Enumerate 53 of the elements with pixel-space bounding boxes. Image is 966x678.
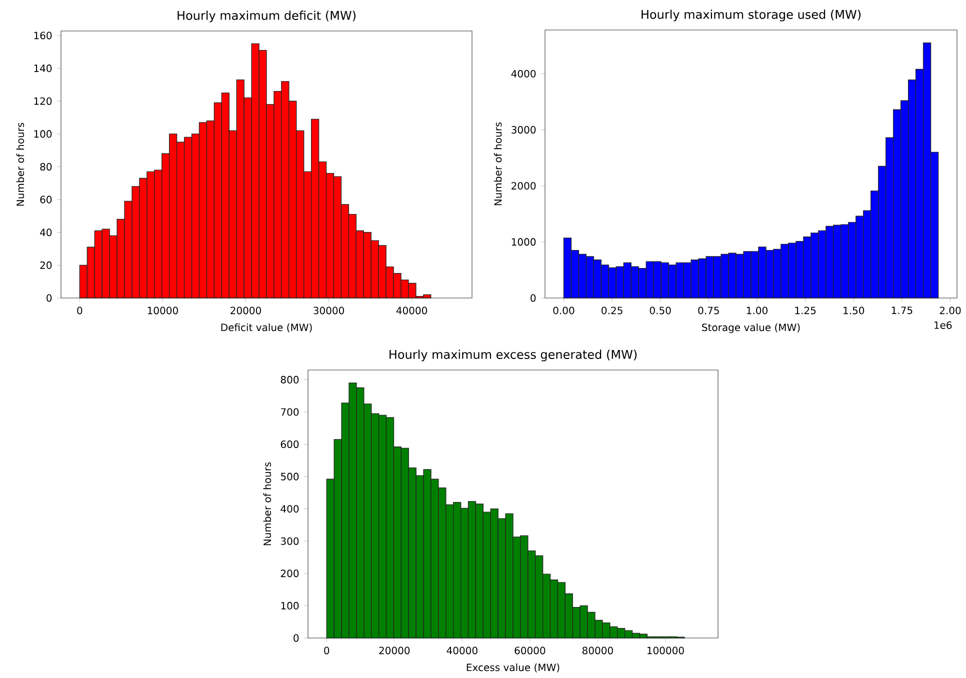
y-tick-label: 0	[46, 294, 52, 302]
y-tick-label: 60	[40, 196, 52, 204]
x-tick-label: 30000	[314, 306, 344, 314]
y-axis-title: Number of hours	[16, 122, 24, 206]
x-axis-title: Deficit value (MW)	[221, 323, 312, 332]
x-tick-label: 1.75	[892, 306, 912, 314]
x-tick-label: 1.00	[746, 306, 768, 314]
y-tick-label: 160	[34, 32, 52, 40]
chart-title: Hourly maximum deficit (MW)	[178, 10, 356, 22]
text: 1e6	[934, 321, 952, 329]
y-tick-label: 400	[280, 505, 299, 513]
y-axis-title: Number of hours	[494, 122, 502, 206]
x-axis-title: Excess value (MW)	[466, 663, 560, 672]
y-tick-label: 300	[280, 537, 299, 545]
x-tick-label: 1.50	[844, 306, 864, 314]
x-tick-label: 20000	[230, 306, 261, 314]
chart-title: Hourly maximum storage used (MW)	[642, 10, 861, 22]
y-tick-label: 40	[40, 228, 52, 236]
y-tick-label: 20	[40, 261, 52, 269]
y-tick-label: 0	[530, 294, 536, 302]
y-tick-label: 200	[280, 570, 299, 578]
y-tick-label: 100	[281, 602, 299, 610]
x-tick-label: 10000	[148, 306, 178, 314]
x-tick-label: 0	[77, 306, 82, 314]
x-tick-label: 0	[324, 646, 330, 654]
x-tick-label: 20000	[379, 646, 410, 654]
y-tick-label: 2000	[512, 182, 536, 190]
y-tick-label: 500	[280, 472, 299, 480]
y-tick-label: 0	[294, 634, 299, 642]
x-tick-label: 80000	[582, 646, 613, 654]
x-axis-title: Storage value (MW)	[702, 323, 800, 334]
y-tick-label: 3000	[512, 126, 536, 134]
x-tick-label: 40000	[446, 646, 478, 654]
y-tick-label: 120	[34, 97, 52, 105]
y-axis-title: Number of hours	[263, 462, 272, 546]
y-tick-label: 1000	[512, 238, 536, 246]
x-tick-label: 0.25	[602, 306, 622, 314]
y-tick-label: 800	[280, 376, 299, 384]
y-tick-label: 80	[40, 162, 52, 171]
x-tick-label: 60000	[514, 646, 546, 654]
x-tick-label: 0.75	[698, 306, 719, 314]
y-tick-label: 100	[34, 130, 52, 138]
y-tick-label: 600	[280, 440, 299, 448]
y-tick-label: 140	[34, 64, 52, 72]
x-tick-label: 1.25	[795, 306, 816, 314]
x-tick-label: 0.50	[650, 306, 671, 314]
y-tick-label: 4000	[511, 70, 536, 78]
x-tick-label: 0.00	[553, 306, 574, 314]
x-tick-label: 40000	[396, 306, 428, 314]
y-tick-label: 700	[281, 408, 299, 416]
chart-title: Hourly maximum excess generated (MW)	[390, 350, 637, 362]
x-tick-label: 2.00	[940, 306, 961, 314]
x-tick-label: 100000	[648, 646, 684, 654]
